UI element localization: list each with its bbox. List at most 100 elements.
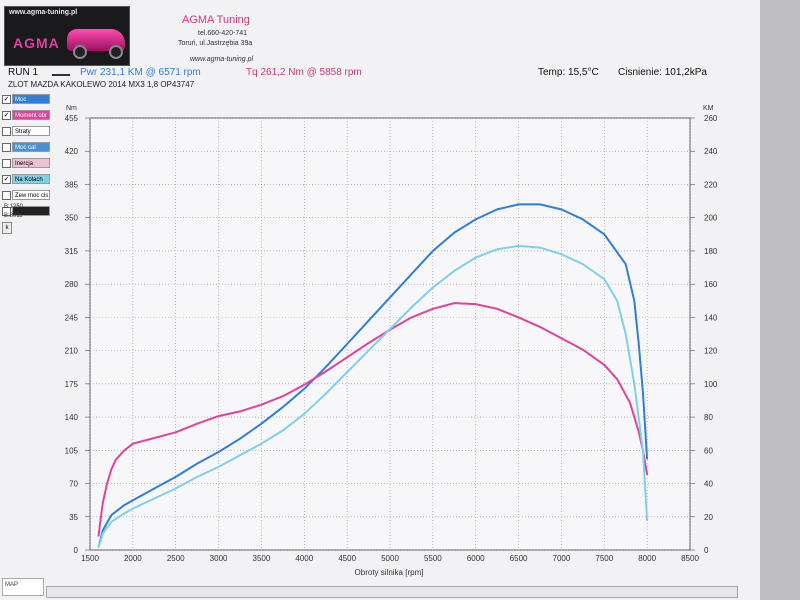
company-address: Toruń, ul.Jastrzębia 39a [178,40,253,47]
checkbox[interactable] [2,207,11,216]
pressure: Cisnienie: 101,2kPa [618,67,707,78]
k-button[interactable]: k [2,222,12,234]
run-label: RUN 1 [8,67,39,78]
y-right-tick-label: 140 [704,313,718,322]
y-left-tick-label: 105 [65,446,79,455]
bottom-thumbnail[interactable]: MAP [2,578,44,596]
toggle-zew-moc[interactable]: Zew moc cls [2,190,54,204]
series-line-moment-obr [97,302,649,537]
y-left-tick-label: 455 [65,114,79,123]
x-tick-label: 8500 [681,554,699,563]
toggle-label: Inercja [12,158,50,168]
logo-url: www.agma-tuning.pl [9,9,78,16]
y-right-tick-label: 0 [704,546,709,555]
y-left-tick-label: 0 [74,546,79,555]
run-line-swatch [52,74,70,76]
x-tick-label: 1500 [81,554,99,563]
y-right-tick-label: 200 [704,214,718,223]
y-left-tick-label: 70 [69,480,78,489]
x-tick-label: 2000 [124,554,142,563]
y-right-tick-label: 220 [704,180,718,189]
bottom-label: MAP [5,582,19,588]
y-right-tick-label: 80 [704,413,713,422]
wheel-graphic [73,45,87,59]
x-tick-label: 7000 [553,554,571,563]
y-left-tick-label: 35 [69,513,78,522]
series-toggle-panel: ✓ Moc ✓ Moment obr Straty Moc cal Inercj… [2,94,54,222]
power-summary: Pwr 231,1 KM @ 6571 rpm [80,67,201,78]
status-strip [46,586,738,598]
toggle-moc-cal[interactable]: Moc cal [2,142,54,156]
x-tick-label: 3500 [253,554,271,563]
toggle-label: Na Kolach [12,174,50,184]
y-right-tick-label: 120 [704,347,718,356]
y-left-tick-label: 210 [65,347,79,356]
toggle-extra[interactable] [2,206,54,220]
y-left-tick-label: 385 [65,180,79,189]
toggle-label: Moc [12,94,50,104]
b-value-2: B:8011 [4,213,23,219]
x-tick-label: 5500 [424,554,442,563]
y-right-tick-label: 60 [704,446,713,455]
toggle-label: Straty [12,126,50,136]
y-left-tick-label: 245 [65,313,79,322]
toggle-na-kolach[interactable]: ✓ Na Kolach [2,174,54,188]
toggle-label: Zew moc cls [12,190,50,200]
y-left-tick-label: 420 [65,147,79,156]
y-left-tick-label: 175 [65,380,79,389]
checkbox[interactable] [2,191,11,200]
toggle-straty[interactable]: Straty [2,126,54,140]
series-line-na-kolach [97,244,649,548]
checkbox[interactable]: ✓ [2,175,11,184]
checkbox[interactable]: ✓ [2,95,11,104]
chart-grid [89,117,691,551]
x-tick-label: 6500 [510,554,528,563]
chart-axes: 1500 2000 2500 3000 3500 4000 4500 5000 5500 6000… [65,114,718,563]
temperature: Temp: 15,5°C [538,67,599,78]
y-right-tick-label: 160 [704,280,718,289]
chart-lines [97,203,649,548]
logo-brand: AGMA [13,35,60,51]
x-tick-label: 6000 [467,554,485,563]
series-line-moc [97,203,649,548]
checkbox[interactable] [2,159,11,168]
y-right-tick-label: 180 [704,247,718,256]
x-tick-label: 4500 [338,554,356,563]
x-tick-label: 2500 [167,554,185,563]
toggle-moc[interactable]: ✓ Moc [2,94,54,108]
b-value-1: B:1250 [4,204,24,210]
company-title: AGMA Tuning [182,14,250,26]
toggle-label: Moc cal [12,142,50,152]
vehicle-description: ZLOT MAZDA KAKOLEWO 2014 MX3 1,8 OP43747 [8,80,195,89]
y-right-axis-label: KM [703,105,714,112]
toggle-moment[interactable]: ✓ Moment obr [2,110,54,124]
x-tick-label: 4000 [295,554,313,563]
dyno-chart: 1500 2000 2500 3000 3500 4000 4500 5000 5500 6000… [65,105,718,577]
agma-logo: www.agma-tuning.pl AGMA [4,6,130,66]
y-left-tick-label: 315 [65,247,79,256]
x-tick-label: 5000 [381,554,399,563]
y-right-tick-label: 40 [704,480,713,489]
toggle-label [12,206,50,216]
y-left-tick-label: 350 [65,214,79,223]
checkbox[interactable] [2,143,11,152]
checkbox[interactable] [2,127,11,136]
checkbox[interactable]: ✓ [2,111,11,120]
y-right-tick-label: 20 [704,513,713,522]
x-axis-label: Obroty silnika [rpm] [355,568,424,577]
x-tick-label: 3000 [210,554,228,563]
y-left-axis-label: Nm [66,105,77,112]
toggle-inercja[interactable]: Inercja [2,158,54,172]
x-tick-label: 8000 [638,554,656,563]
y-left-tick-label: 140 [65,413,79,422]
torque-summary: Tq 261,2 Nm @ 5858 rpm [246,67,362,78]
y-right-tick-label: 260 [704,114,718,123]
dyno-sheet: www.agma-tuning.pl AGMA AGMA Tuning tel.… [0,0,760,600]
wheel-graphic [109,45,123,59]
y-right-tick-label: 240 [704,147,718,156]
y-left-tick-label: 280 [65,280,79,289]
y-right-tick-label: 100 [704,380,718,389]
company-website: www.agma-tuning.pl [190,56,254,63]
company-phone: tel.660-420-741 [198,30,248,37]
toggle-label: Moment obr [12,110,50,120]
